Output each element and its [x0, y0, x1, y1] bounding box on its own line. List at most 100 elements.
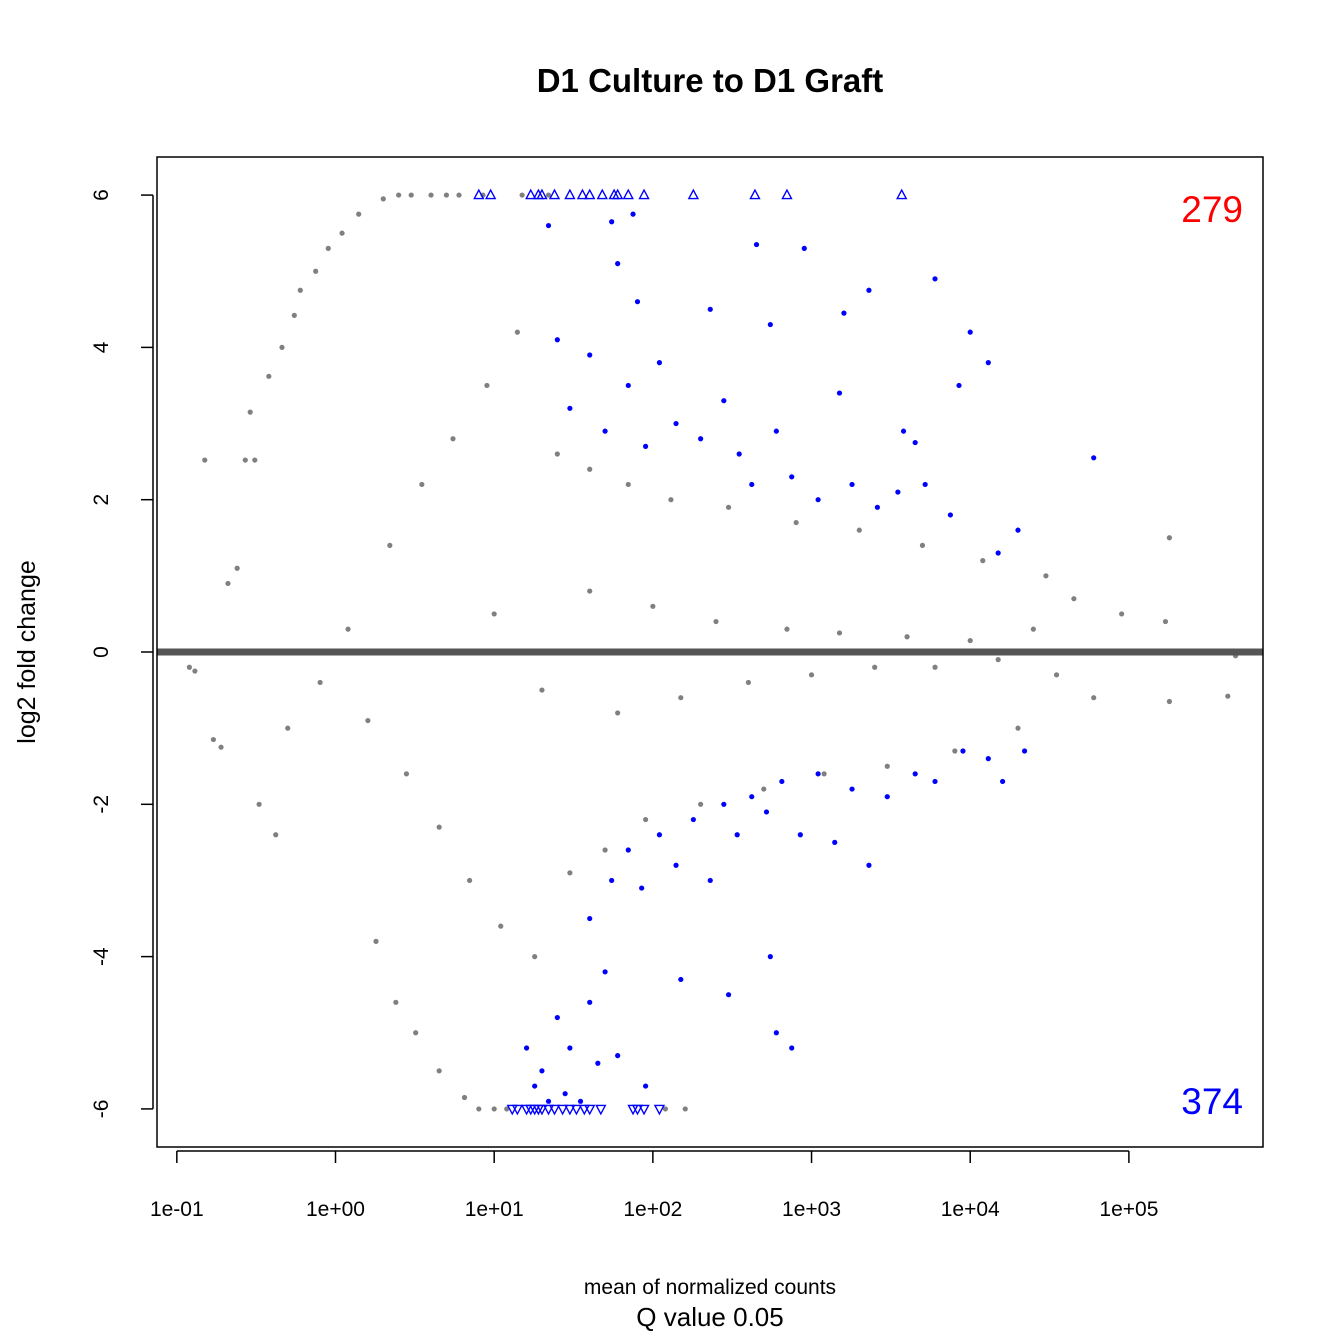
data-point: [428, 192, 434, 198]
y-tick-label: 2: [90, 494, 113, 506]
data-point: [643, 1083, 649, 1089]
triangle-up-point: [525, 188, 537, 200]
data-point: [443, 192, 450, 198]
data-point: [736, 451, 742, 457]
plot-frame: [156, 156, 1264, 1148]
data-point: [995, 550, 1001, 556]
triangle-down-point: [511, 1104, 524, 1116]
data-point: [678, 976, 684, 983]
y-tick-label: 4: [90, 341, 113, 353]
data-point: [995, 657, 1001, 663]
data-point: [356, 211, 362, 217]
data-point: [985, 360, 991, 366]
data-point: [186, 664, 192, 670]
data-point: [210, 736, 216, 743]
data-point: [325, 245, 331, 251]
series-down-capped: [506, 1104, 666, 1116]
data-point: [922, 481, 928, 488]
data-point: [1225, 693, 1231, 699]
data-point: [297, 287, 303, 293]
data-point: [587, 352, 593, 358]
data-point: [615, 261, 621, 267]
data-point: [789, 474, 795, 480]
data-point: [234, 565, 240, 571]
y-tick-label: 6: [90, 189, 113, 201]
data-point: [821, 771, 827, 777]
data-point: [1015, 527, 1021, 533]
data-point: [1043, 573, 1049, 579]
data-point: [339, 230, 345, 236]
data-point: [952, 748, 958, 754]
triangle-up-point: [781, 188, 793, 200]
triangle-down-point: [584, 1104, 596, 1116]
data-point: [436, 824, 442, 830]
data-point: [192, 668, 198, 674]
data-point: [273, 832, 279, 838]
triangle-down-point: [536, 1104, 548, 1116]
data-point: [545, 1098, 552, 1104]
data-point: [815, 497, 821, 503]
data-point: [313, 268, 319, 274]
triangle-down-point: [631, 1104, 644, 1116]
data-point: [436, 1068, 442, 1074]
data-point: [609, 219, 615, 225]
triangle-up-point: [548, 188, 561, 200]
data-point: [403, 771, 410, 777]
data-point: [866, 287, 872, 293]
data-point: [673, 420, 679, 427]
data-point: [707, 306, 713, 312]
y-tick-label: 0: [90, 646, 113, 658]
data-point: [866, 862, 872, 868]
data-point: [491, 1106, 497, 1112]
data-point: [767, 321, 773, 328]
data-point: [1000, 778, 1006, 785]
data-point: [373, 938, 379, 944]
data-point: [713, 618, 719, 625]
data-point: [919, 542, 926, 548]
data-point: [450, 436, 456, 442]
up-count-label: 279: [1181, 189, 1243, 230]
data-point: [884, 763, 890, 769]
y-axis-label: log2 fold change: [13, 560, 41, 743]
data-point: [587, 466, 593, 472]
y-tick-label: -4: [90, 947, 113, 966]
data-point: [519, 192, 525, 198]
data-point: [801, 245, 807, 251]
triangle-up-point: [596, 188, 608, 200]
down-count-label: 374: [1181, 1081, 1243, 1122]
data-point: [749, 481, 755, 488]
data-point: [532, 1083, 538, 1089]
data-point: [1166, 535, 1173, 541]
data-point: [202, 457, 208, 463]
data-point: [587, 915, 593, 922]
data-point: [285, 725, 291, 731]
data-point: [967, 637, 973, 644]
data-point: [523, 1045, 530, 1051]
data-point: [789, 1045, 795, 1051]
data-point: [562, 1091, 568, 1097]
triangle-up-point: [687, 188, 700, 200]
data-point: [749, 794, 755, 800]
triangle-down-point: [542, 1104, 555, 1116]
data-point: [413, 1030, 419, 1036]
series-significant: [523, 211, 1097, 1104]
data-point: [615, 1053, 621, 1059]
data-point: [345, 626, 351, 632]
data-point: [725, 504, 732, 510]
triangle-up-point: [564, 188, 576, 200]
data-point: [396, 192, 402, 198]
chart-title: D1 Culture to D1 Graft: [537, 62, 884, 99]
data-point: [252, 457, 258, 463]
x-tick-label: 1e+00: [306, 1198, 365, 1221]
data-point: [656, 832, 663, 838]
triangle-down-point: [578, 1104, 591, 1116]
data-point: [408, 192, 414, 198]
data-point: [900, 428, 907, 434]
x-tick-label: 1e+02: [623, 1198, 682, 1221]
data-point: [504, 1106, 510, 1112]
data-point: [256, 801, 262, 807]
data-point: [662, 1106, 669, 1112]
data-point: [554, 337, 560, 343]
series-not-significant: [186, 192, 1239, 1112]
